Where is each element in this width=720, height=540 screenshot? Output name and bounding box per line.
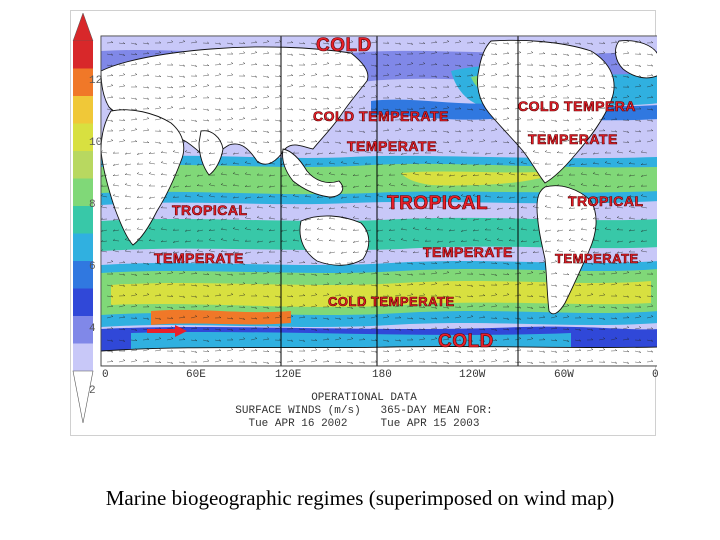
land-australia	[299, 215, 370, 266]
land-south-america	[536, 185, 597, 315]
land-greenland	[615, 40, 657, 79]
footer-surface-winds: SURFACE WINDS (m/s) 365-DAY MEAN FOR:	[235, 405, 493, 417]
x-tick-0-left: 0	[102, 369, 109, 381]
colorbar-band	[73, 343, 93, 372]
colorbar	[72, 12, 94, 424]
wind-map-figure: 12 10 8 6 4 2 COLD COLD TEMPERATE COLD T…	[70, 10, 659, 436]
figure-caption: Marine biogeographic regimes (superimpos…	[105, 486, 615, 510]
label-temperate-south-east: TEMPERATE	[555, 251, 639, 267]
label-tropical-mid: TROPICAL	[387, 193, 489, 215]
colorbar-band	[73, 178, 93, 207]
region-dividers	[280, 36, 519, 366]
x-tick-120w: 120W	[459, 369, 486, 381]
colorbar-tick-10: 10	[89, 137, 103, 149]
label-temperate-north-east: TEMPERATE	[528, 131, 618, 148]
label-tropical-west: TROPICAL	[172, 202, 248, 219]
colorbar-tick-8: 8	[89, 199, 96, 211]
x-tick-120e: 120E	[275, 369, 302, 381]
colorbar-tick-12: 12	[89, 75, 103, 87]
colorbar-top-arrow	[72, 12, 94, 42]
label-temperate-south-mid: TEMPERATE	[423, 244, 513, 261]
colorbar-tick-6: 6	[89, 261, 96, 273]
label-cold-temperate-north: COLD TEMPERATE	[313, 108, 449, 125]
footer-date-range: Tue APR 16 2002 Tue APR 15 2003	[248, 418, 480, 430]
colorbar-band	[73, 96, 93, 124]
colorbar-band	[73, 123, 93, 152]
label-temperate-south-west: TEMPERATE	[154, 250, 244, 267]
footer-operational-data: OPERATIONAL DATA	[311, 392, 417, 404]
colorbar-tick-2: 2	[89, 385, 96, 397]
colorbar-band	[73, 68, 93, 97]
highlight-arrow	[147, 325, 187, 337]
wind-map	[72, 12, 657, 424]
colorbar-bottom-arrow	[72, 370, 94, 424]
colorbar-band	[73, 288, 93, 317]
label-tropical-east: TROPICAL	[568, 193, 644, 210]
x-tick-60w: 60W	[554, 369, 574, 381]
land-north-america	[477, 39, 615, 184]
wind-vectors	[101, 39, 654, 364]
colorbar-band	[73, 41, 93, 69]
x-tick-180: 180	[372, 369, 392, 381]
label-cold-north: COLD	[316, 35, 372, 57]
colorbar-band	[73, 261, 93, 289]
wind-arrows	[101, 39, 654, 364]
colorbar-band	[73, 233, 93, 262]
land-southeast-asia	[282, 148, 343, 198]
x-tick-60e: 60E	[186, 369, 206, 381]
colorbar-band	[73, 206, 93, 234]
colorbar-tick-4: 4	[89, 323, 96, 335]
label-cold-temperate-northeast: COLD TEMPERA	[518, 98, 636, 115]
label-cold-south: COLD	[438, 331, 494, 353]
label-cold-temperate-south: COLD TEMPERATE	[328, 294, 455, 310]
colorbar-band	[73, 151, 93, 179]
x-tick-0-right: 0	[652, 369, 659, 381]
land-africa	[101, 109, 185, 246]
label-temperate-north-mid: TEMPERATE	[347, 138, 437, 155]
colorbar-band	[73, 316, 93, 344]
